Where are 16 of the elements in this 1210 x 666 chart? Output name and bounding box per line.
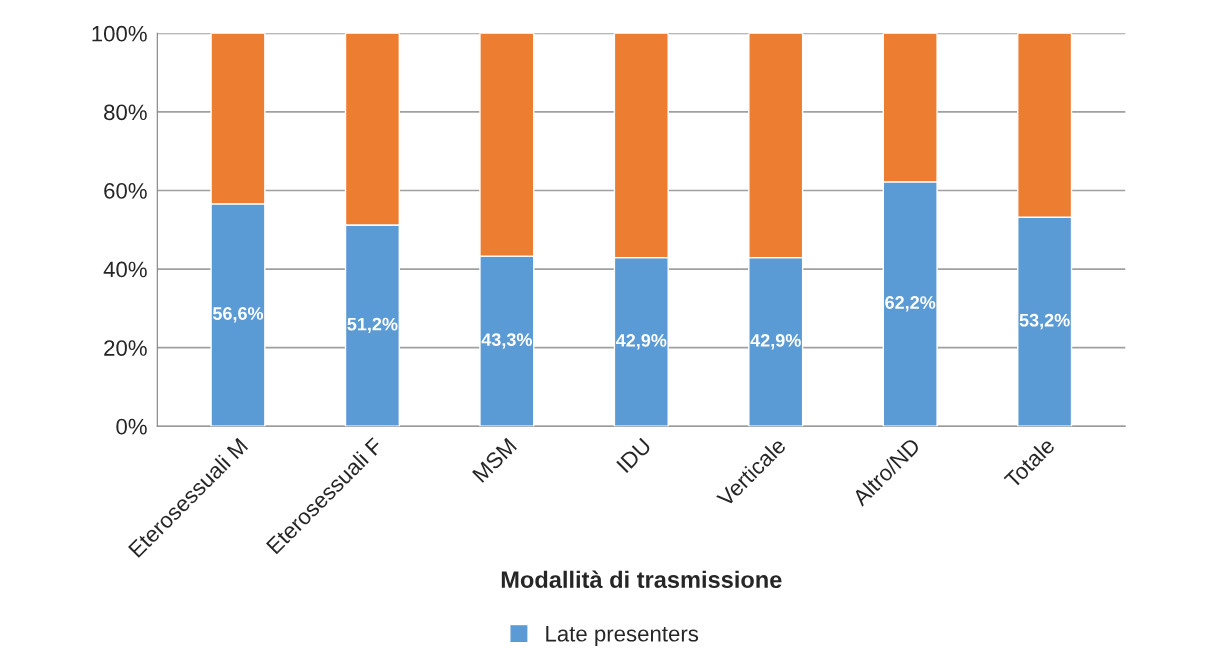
y-tick-label: 100% <box>92 25 147 42</box>
y-tick-label: 0% <box>116 418 147 435</box>
y-tick-label: 80% <box>104 104 147 121</box>
data-label: 51,2% <box>347 317 398 334</box>
data-label: 42,9% <box>615 334 667 350</box>
x-axis-title: Modallità di trasmissione <box>501 570 782 589</box>
y-tick-label: 60% <box>104 183 147 199</box>
data-label: 62,2% <box>885 296 936 312</box>
data-label: 42,9% <box>750 334 801 350</box>
y-tick-label: 40% <box>103 261 147 278</box>
data-label: 53,2% <box>1019 313 1070 330</box>
data-label: 43,3% <box>481 333 532 349</box>
y-tick-label: 20% <box>104 340 147 356</box>
data-label: 56,6% <box>212 307 264 323</box>
x-tick-label: IDU <box>616 437 652 474</box>
legend-label: Late presenters <box>546 626 699 646</box>
